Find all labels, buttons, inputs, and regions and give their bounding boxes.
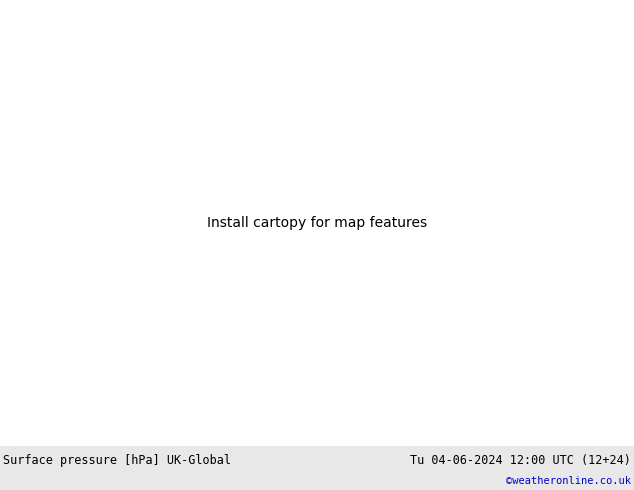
Text: Tu 04-06-2024 12:00 UTC (12+24): Tu 04-06-2024 12:00 UTC (12+24) [410,454,631,466]
Text: Install cartopy for map features: Install cartopy for map features [207,216,427,230]
Text: Surface pressure [hPa] UK-Global: Surface pressure [hPa] UK-Global [3,454,231,466]
Text: ©weatheronline.co.uk: ©weatheronline.co.uk [506,476,631,486]
